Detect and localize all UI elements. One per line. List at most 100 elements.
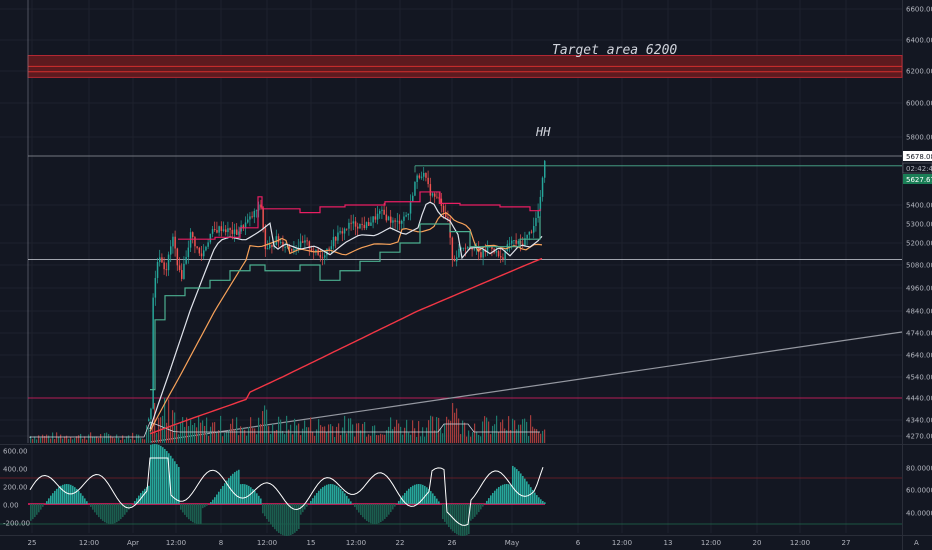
osc-histogram-bar: [32, 504, 34, 520]
volume-bar: [52, 432, 54, 443]
volume-bar: [478, 434, 480, 443]
osc-histogram-bar: [148, 485, 150, 504]
volume-bar: [126, 436, 128, 443]
volume-bar: [324, 426, 326, 443]
candle-body: [172, 236, 174, 247]
volume-bar: [362, 423, 364, 443]
osc-histogram-bar: [462, 504, 464, 536]
osc-histogram-bar: [120, 504, 122, 520]
time-tick-label: 12:00: [701, 539, 721, 547]
osc-histogram-bar: [428, 489, 430, 504]
volume-bar: [368, 434, 370, 443]
osc-histogram-bar: [284, 504, 286, 536]
volume-bar: [40, 437, 42, 443]
time-tick-label: 12:00: [346, 539, 366, 547]
candle-body: [291, 248, 293, 251]
candle-body: [209, 233, 212, 243]
osc-histogram-bar: [398, 500, 400, 504]
volume-bar: [198, 415, 200, 443]
osc-histogram-bar: [536, 495, 538, 504]
volume-bar: [448, 419, 450, 443]
volume-bar: [386, 430, 388, 443]
osc-histogram-bar: [162, 447, 164, 504]
volume-bar: [338, 423, 340, 443]
cloud-green-line: [150, 216, 541, 391]
candle-body: [383, 209, 385, 215]
osc-histogram-bar: [262, 504, 264, 514]
volume-bar: [148, 427, 150, 443]
osc-histogram-bar: [194, 504, 196, 524]
auto-scale-icon: A: [914, 539, 919, 547]
volume-bar: [32, 439, 34, 443]
osc-histogram-bar: [384, 504, 386, 519]
candle-body: [222, 229, 225, 231]
volume-bar: [520, 424, 522, 443]
osc-histogram-bar: [518, 471, 520, 504]
osc-histogram-bar: [508, 484, 510, 504]
candle-body: [343, 228, 346, 234]
candle-body: [249, 216, 251, 220]
candle-body: [218, 226, 220, 233]
volume-bar: [42, 434, 44, 443]
candle-body: [427, 177, 429, 185]
osc-histogram-bar: [166, 450, 168, 504]
time-tick-label: 13: [664, 539, 673, 547]
osc-histogram-bar: [526, 481, 528, 504]
volume-bar: [534, 428, 536, 443]
candle-body: [264, 228, 267, 250]
osc-histogram-bar: [504, 484, 506, 504]
volume-bar: [512, 418, 514, 443]
osc-histogram-bar: [488, 498, 490, 504]
volume-bar: [310, 417, 312, 443]
osc-histogram-bar: [244, 484, 246, 504]
volume-bar: [270, 434, 272, 443]
osc-histogram-bar: [266, 504, 268, 519]
candle-body: [251, 216, 253, 218]
volume-bar: [72, 439, 74, 443]
osc-histogram-bar: [434, 495, 436, 504]
osc-histogram-bar: [74, 487, 76, 504]
candle-body: [385, 214, 388, 221]
candle-body: [495, 251, 498, 253]
volume-ma-line: [29, 421, 540, 438]
osc-right-tick-label: 40.0000: [906, 510, 932, 518]
volume-bar: [146, 425, 148, 443]
candle-body: [486, 246, 489, 253]
osc-line: [29, 457, 544, 526]
volume-bar: [484, 416, 486, 443]
volume-bar: [58, 436, 60, 443]
osc-histogram-bar: [420, 484, 422, 504]
osc-histogram-bar: [80, 493, 82, 504]
candle-body: [148, 419, 150, 421]
volume-bar: [350, 418, 352, 443]
osc-histogram-bar: [348, 498, 350, 504]
osc-histogram-bar: [188, 504, 190, 520]
candle-body: [211, 229, 214, 234]
volume-bar: [424, 436, 426, 443]
candle-body: [458, 248, 460, 258]
volume-bar: [536, 429, 538, 443]
volume-bar: [228, 430, 230, 443]
osc-histogram-bar: [530, 487, 532, 504]
volume-bar: [340, 435, 342, 443]
osc-histogram-bar: [96, 504, 98, 515]
osc-histogram-bar: [494, 490, 496, 504]
osc-histogram-bar: [358, 504, 360, 513]
trend-line: [149, 331, 903, 443]
osc-histogram-bar: [336, 485, 338, 504]
candle-body: [253, 210, 256, 218]
volume-bar: [230, 423, 232, 443]
moving-averages: [149, 191, 543, 435]
volume-bar: [44, 436, 46, 443]
volume-bar: [194, 423, 196, 443]
osc-histogram-bar: [446, 504, 448, 525]
osc-histogram-bar: [254, 491, 256, 504]
osc-left-tick-label: 200.00: [3, 484, 28, 492]
volume-bar: [66, 435, 68, 443]
osc-histogram-bar: [424, 485, 426, 504]
price-tick-label: 5400.00: [906, 202, 932, 210]
volume-bar: [220, 415, 222, 443]
osc-histogram-bar: [48, 498, 50, 504]
osc-histogram-bar: [322, 487, 324, 504]
